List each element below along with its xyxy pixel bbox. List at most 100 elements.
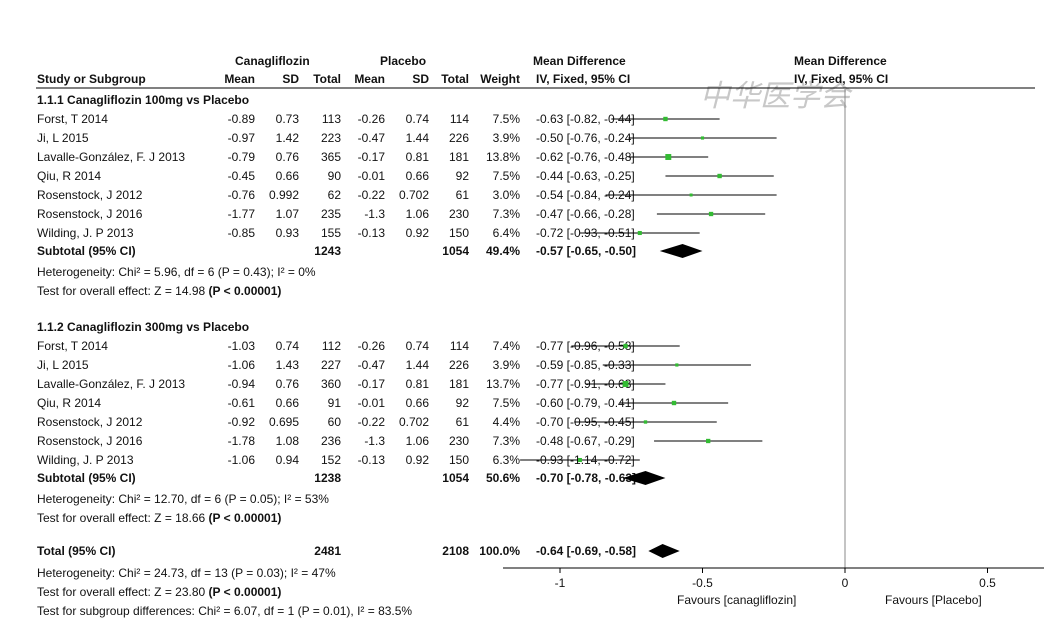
cell-m1: -1.03: [228, 339, 256, 353]
cell-n2: 230: [449, 434, 469, 448]
study-name: Lavalle-González, F. J 2013: [37, 150, 185, 164]
cell-weight: 13.7%: [486, 377, 520, 391]
total-heterogeneity: Heterogeneity: Chi² = 24.73, df = 13 (P …: [37, 566, 336, 580]
cell-n1: 91: [328, 396, 342, 410]
header-plot-title: Mean Difference: [794, 54, 887, 68]
point-estimate: [717, 173, 722, 179]
header-group1: Canagliflozin: [235, 54, 310, 68]
cell-sd1: 0.66: [276, 396, 300, 410]
cell-n1: 90: [328, 169, 342, 183]
cell-weight: 49.4%: [486, 244, 520, 258]
point-estimate: [577, 457, 582, 463]
point-estimate: [706, 438, 711, 444]
point-estimate: [689, 193, 693, 197]
cell-ci: -0.50 [-0.76, -0.24]: [536, 131, 635, 145]
cell-m2: -0.13: [358, 453, 386, 467]
col-total1: Total: [313, 72, 341, 86]
point-estimate: [622, 381, 629, 387]
pooled-diamond: [648, 544, 680, 558]
cell-sd2: 1.06: [406, 207, 430, 221]
col-study: Study or Subgroup: [37, 72, 146, 86]
cell-n2: 150: [449, 453, 469, 467]
cell-sd2: 0.66: [406, 169, 430, 183]
cell-weight: 6.3%: [493, 453, 521, 467]
col-sd1: SD: [282, 72, 299, 86]
cell-sd2: 0.66: [406, 396, 430, 410]
study-name: Ji, L 2015: [37, 131, 89, 145]
cell-n2: 1054: [442, 244, 469, 258]
overall-effect-text-part: Test for overall effect: Z = 14.98: [37, 284, 209, 298]
cell-weight: 3.9%: [493, 358, 521, 372]
cell-ci: -0.48 [-0.67, -0.29]: [536, 434, 635, 448]
cell-n1: 112: [322, 339, 341, 353]
col-weight: Weight: [480, 72, 520, 86]
heterogeneity-text: Heterogeneity: Chi² = 5.96, df = 6 (P = …: [37, 265, 316, 279]
overall-effect-text: Test for overall effect: Z = 14.98 (P < …: [37, 284, 281, 298]
cell-weight: 3.9%: [493, 131, 521, 145]
cell-weight: 4.4%: [493, 415, 521, 429]
header-md-title: Mean Difference: [533, 54, 626, 68]
cell-sd1: 1.43: [276, 358, 300, 372]
cell-n1: 236: [321, 434, 341, 448]
point-estimate: [665, 154, 672, 160]
point-estimate: [675, 363, 679, 367]
cell-weight: 7.5%: [493, 112, 521, 126]
point-estimate: [700, 136, 705, 140]
cell-m1: -0.89: [228, 112, 256, 126]
cell-ci: -0.70 [-0.78, -0.63]: [536, 471, 636, 485]
cell-sd1: 0.66: [276, 169, 300, 183]
cell-n1: 227: [321, 358, 341, 372]
cell-m2: -1.3: [364, 207, 385, 221]
cell-m2: -0.26: [358, 112, 386, 126]
total-overall-effect-part: Test for overall effect: Z = 23.80: [37, 585, 209, 599]
cell-n1: 62: [328, 188, 342, 202]
x-tick-label: -1: [555, 576, 566, 590]
overall-effect-text-part: (P < 0.00001): [209, 511, 282, 525]
study-name: Rosenstock, J 2012: [37, 188, 143, 202]
cell-weight: 7.5%: [493, 169, 521, 183]
cell-n2: 181: [449, 150, 469, 164]
cell-sd1: 0.74: [276, 339, 300, 353]
cell-m1: -0.92: [228, 415, 256, 429]
study-name: Ji, L 2015: [37, 358, 89, 372]
cell-sd2: 1.44: [406, 131, 430, 145]
cell-ci: -0.57 [-0.65, -0.50]: [536, 244, 636, 258]
cell-m2: -0.26: [358, 339, 386, 353]
cell-n2: 226: [449, 358, 469, 372]
watermark: 中华医学会: [700, 79, 853, 114]
cell-n1: 223: [321, 131, 341, 145]
total-overall-effect: Test for overall effect: Z = 23.80 (P < …: [37, 585, 281, 599]
cell-m2: -0.13: [358, 226, 386, 240]
plot-layer: -1-0.500.51Favours [canagliflozin]Favour…: [503, 88, 1044, 607]
x-tick-label: 0.5: [979, 576, 996, 590]
point-estimate: [643, 420, 648, 424]
cell-ci: -0.63 [-0.82, -0.44]: [536, 112, 635, 126]
cell-ci: -0.44 [-0.63, -0.25]: [536, 169, 635, 183]
cell-m2: -0.01: [358, 396, 386, 410]
cell-n2: 114: [450, 339, 469, 353]
cell-m2: -1.3: [364, 434, 385, 448]
study-name: Wilding, J. P 2013: [37, 226, 134, 240]
point-estimate: [708, 211, 714, 217]
subtotal-label: Subtotal (95% CI): [37, 244, 136, 258]
cell-m1: -0.85: [228, 226, 256, 240]
cell-m1: -0.94: [228, 377, 256, 391]
cell-m1: -0.61: [228, 396, 256, 410]
cell-weight: 7.5%: [493, 396, 521, 410]
favours-left-label: Favours [canagliflozin]: [677, 593, 796, 607]
cell-m2: -0.22: [358, 188, 386, 202]
cell-n2: 92: [456, 169, 470, 183]
favours-right-label: Favours [Placebo]: [885, 593, 982, 607]
cell-n1: 2481: [314, 544, 341, 558]
cell-sd2: 0.74: [406, 339, 430, 353]
col-total2: Total: [441, 72, 469, 86]
cell-n2: 114: [450, 112, 469, 126]
cell-weight: 7.4%: [493, 339, 521, 353]
study-name: Forst, T 2014: [37, 112, 108, 126]
cell-sd1: 0.93: [276, 226, 300, 240]
cell-m2: -0.17: [358, 377, 386, 391]
cell-n1: 360: [321, 377, 341, 391]
col-sd2: SD: [412, 72, 429, 86]
overall-effect-text-part: (P < 0.00001): [209, 284, 282, 298]
